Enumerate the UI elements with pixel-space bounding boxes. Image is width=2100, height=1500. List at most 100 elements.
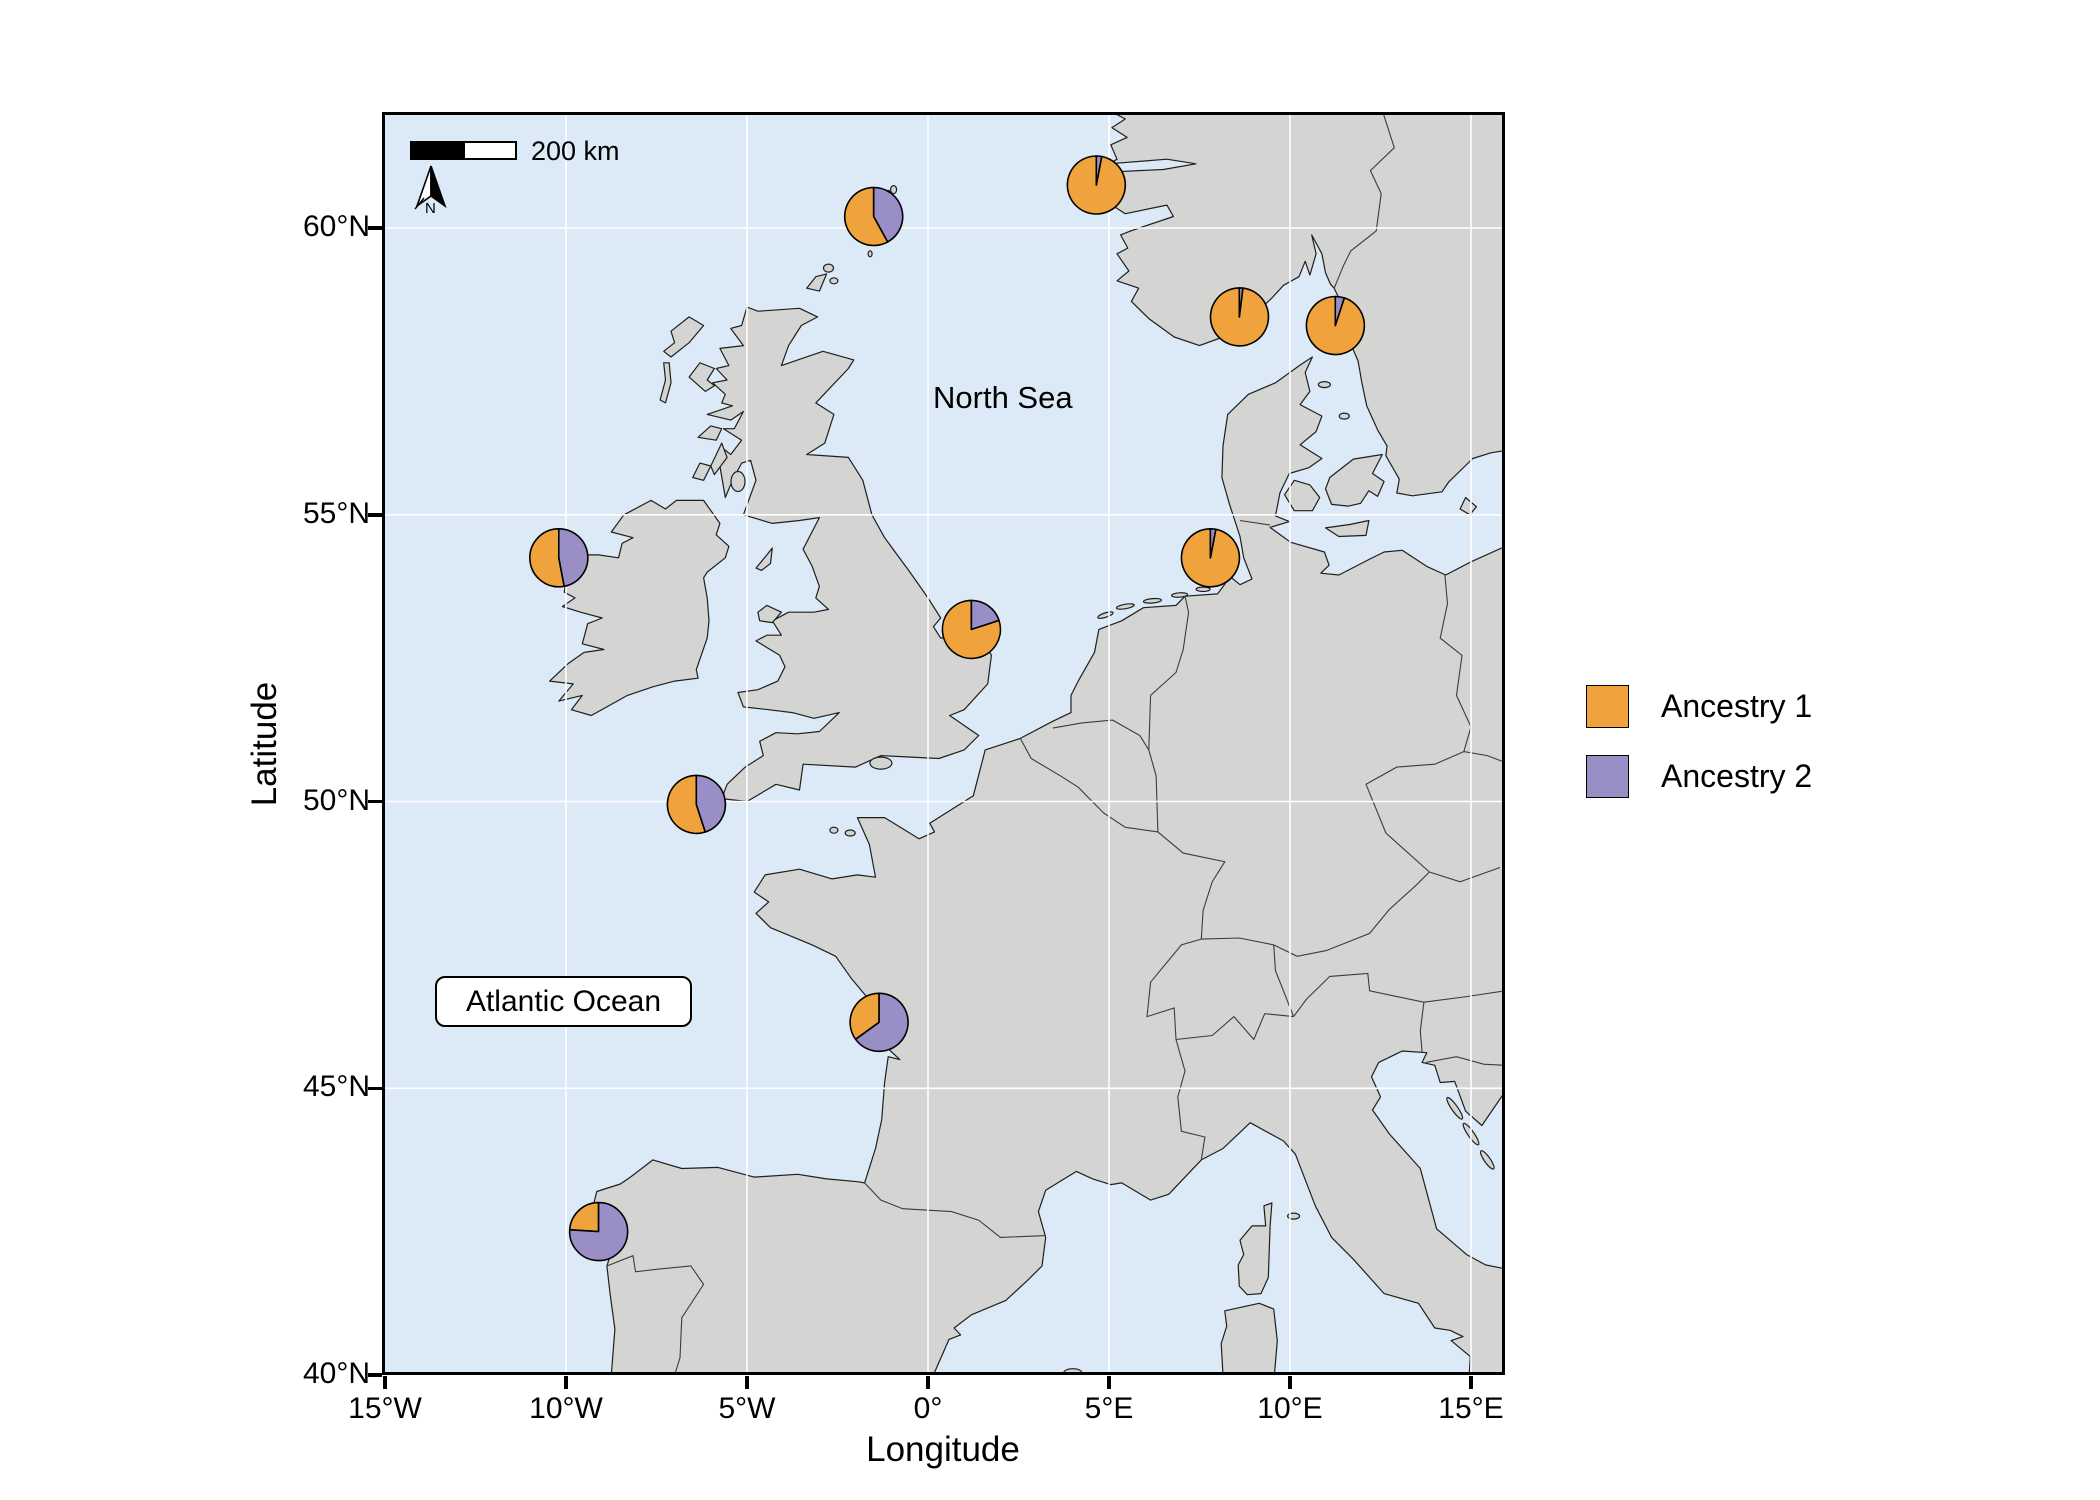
x-tick-label: 10°E — [1257, 1392, 1323, 1425]
land-island — [659, 362, 672, 404]
land-islet — [1446, 1096, 1464, 1120]
country-border — [1333, 112, 1395, 289]
y-tick-mark — [368, 1373, 382, 1377]
land-islet — [730, 470, 746, 493]
atlantic-ocean-label-box: Atlantic Ocean — [435, 976, 692, 1027]
country-border — [1273, 944, 1295, 1017]
country-border — [1423, 990, 1505, 1003]
ancestry-pie-western-ireland — [529, 528, 589, 588]
country-border — [1157, 831, 1226, 940]
ancestry-pie-galicia — [568, 1201, 629, 1262]
ancestry2-label: Ancestry 2 — [1661, 758, 1813, 794]
land-islet — [829, 277, 839, 285]
y-tick-mark — [368, 799, 382, 804]
x-tick-mark — [926, 1376, 930, 1389]
north-arrow-n: N — [425, 200, 436, 214]
legend-item-ancestry2: Ancestry 2 — [1586, 755, 1812, 798]
atlantic-ocean-label: Atlantic Ocean — [465, 984, 662, 1018]
y-tick-label: 60°N — [302, 210, 370, 243]
land-island — [697, 425, 723, 441]
ancestry-pie-western-norway — [1066, 155, 1127, 215]
ancestry1-label: Ancestry 1 — [1661, 688, 1813, 724]
land-island — [757, 604, 782, 624]
land-islet — [822, 263, 835, 273]
land-islet — [844, 829, 856, 837]
land-islet — [869, 756, 893, 770]
ancestry-pie-skagerrak — [1305, 295, 1366, 356]
x-tick-label: 0° — [913, 1392, 943, 1425]
country-border — [1425, 1056, 1505, 1066]
country-border — [1148, 596, 1190, 750]
land-island — [755, 547, 773, 571]
country-border — [1052, 719, 1150, 751]
scalebar-black-segment — [410, 141, 464, 160]
ancestry1-swatch — [1586, 685, 1629, 728]
land-islet — [1115, 603, 1135, 610]
ancestry-pie-german-bight — [1180, 527, 1241, 588]
land-islet — [1338, 412, 1350, 420]
land-island — [1459, 496, 1478, 516]
land-island — [1237, 1202, 1273, 1296]
north-arrow-icon: N — [414, 165, 447, 214]
land-island — [1283, 479, 1321, 512]
ancestry2-swatch — [1586, 755, 1629, 798]
x-tick-label: 5°E — [1084, 1392, 1134, 1425]
country-border — [1293, 972, 1425, 1017]
country-border — [1429, 866, 1501, 883]
ancestry-pie-eastern-england — [941, 599, 1002, 660]
x-tick-mark — [564, 1376, 568, 1389]
x-tick-mark — [1288, 1376, 1292, 1389]
land-island — [1220, 1302, 1278, 1375]
y-tick-label: 40°N — [302, 1357, 370, 1390]
country-border — [1201, 937, 1274, 946]
land-island — [688, 362, 715, 392]
land-island — [663, 316, 705, 358]
ancestry-pie-shetland — [843, 186, 904, 247]
country-border — [1365, 751, 1465, 873]
x-tick-mark — [745, 1376, 749, 1389]
scalebar-white-segment — [463, 141, 517, 160]
land-great-britain — [706, 306, 993, 803]
country-border — [1019, 738, 1158, 833]
x-tick-label: 5°W — [718, 1392, 776, 1425]
plot-frame — [382, 112, 1505, 1375]
land-island — [1324, 519, 1370, 538]
map-panel — [382, 112, 1505, 1375]
x-tick-mark — [1469, 1376, 1473, 1389]
y-tick-label: 50°N — [302, 783, 370, 817]
x-tick-mark — [1107, 1376, 1111, 1389]
x-tick-label: 10°W — [529, 1392, 603, 1425]
north-sea-label: North Sea — [933, 380, 1073, 415]
land-islet — [1195, 586, 1211, 593]
y-tick-label: 45°N — [302, 1070, 370, 1104]
country-border — [1175, 1039, 1206, 1160]
legend-item-ancestry1: Ancestry 1 — [1586, 685, 1812, 728]
x-axis-title: Longitude — [866, 1430, 1020, 1469]
land-islet — [1317, 381, 1332, 389]
land-island — [1324, 453, 1385, 507]
land-islet — [1142, 597, 1162, 604]
x-tick-label: 15°E — [1438, 1392, 1504, 1425]
land-islet — [1171, 592, 1189, 598]
country-border — [1175, 1013, 1294, 1041]
land-islet — [890, 184, 898, 195]
x-tick-mark — [383, 1376, 387, 1389]
ancestry-pie-southern-norway — [1209, 287, 1270, 347]
country-border — [1148, 749, 1159, 832]
land-islet — [1479, 1150, 1495, 1170]
y-tick-mark — [368, 1086, 382, 1090]
land-ireland — [549, 499, 730, 717]
country-border — [1146, 938, 1202, 1040]
land-islet — [867, 250, 873, 258]
map-canvas — [382, 112, 1505, 1375]
country-border — [606, 1254, 705, 1375]
ancestry-pie-bay-of-biscay — [849, 992, 909, 1053]
y-tick-mark — [368, 226, 382, 230]
land-island — [710, 442, 728, 476]
ancestry-pie-celtic-sea — [666, 774, 727, 835]
scalebar-label: 200 km — [531, 136, 620, 166]
y-tick-label: 55°N — [302, 496, 370, 530]
y-tick-mark — [368, 513, 382, 517]
country-border — [1419, 1002, 1425, 1053]
